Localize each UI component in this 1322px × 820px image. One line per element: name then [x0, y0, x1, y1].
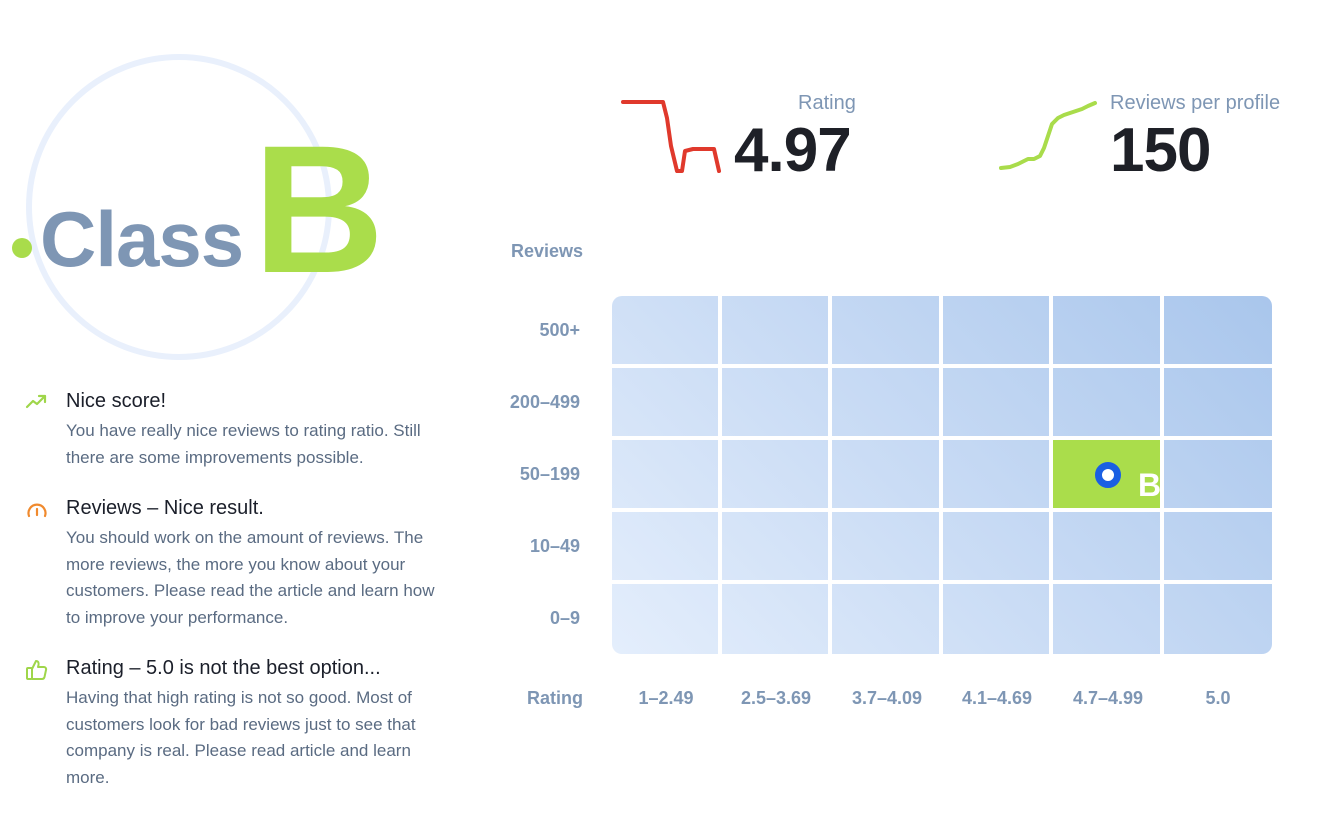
x-axis-title: Rating: [527, 688, 583, 708]
class-ring: [26, 54, 332, 360]
feedback-item-reviews: Reviews – Nice result. You should work o…: [24, 497, 444, 627]
column-label: 1–2.49: [638, 688, 694, 708]
row-label: 500+: [539, 320, 580, 340]
feedback-body: You should work on the amount of reviews…: [66, 528, 435, 627]
rating-sparkline: [621, 100, 721, 173]
grid-divider: [718, 296, 722, 654]
grid-divider: [1049, 296, 1053, 654]
feedback-item-score: Nice score! You have really nice reviews…: [24, 390, 444, 470]
y-axis-title: Reviews: [511, 241, 584, 261]
current-position-marker: [1095, 462, 1121, 488]
column-label: 5.0: [1205, 688, 1231, 708]
feedback-title: Rating – 5.0 is not the best option...: [66, 657, 381, 679]
rating-label: Rating: [798, 92, 856, 114]
grid-divider: [612, 580, 1272, 584]
grid-divider: [612, 508, 1272, 512]
highlighted-cell-grade: B: [1138, 467, 1162, 503]
reviews-per-profile-label: Reviews per profile: [1110, 92, 1281, 114]
reviews-sparkline: [999, 101, 1097, 170]
grid-divider: [612, 436, 1272, 440]
feedback-title: Reviews – Nice result.: [66, 497, 264, 519]
class-grade: B: [253, 107, 384, 311]
rating-review-matrix: B: [612, 296, 1272, 654]
feedback-title: Nice score!: [66, 390, 167, 412]
rating-value: 4.97: [734, 116, 852, 185]
grid-divider: [828, 296, 832, 654]
column-label: 2.5–3.69: [740, 688, 812, 708]
feedback-item-rating: Rating – 5.0 is not the best option... H…: [24, 657, 444, 787]
row-label: 50–199: [519, 464, 580, 484]
feedback-body: You have really nice reviews to rating r…: [66, 421, 421, 467]
column-label: 4.1–4.69: [961, 688, 1033, 708]
row-label: 10–49: [529, 536, 580, 556]
grid-divider: [1160, 296, 1164, 654]
gauge-icon: [24, 497, 50, 523]
column-label: 3.7–4.09: [851, 688, 923, 708]
feedback-body: Having that high rating is not so good. …: [66, 688, 416, 787]
trending-up-icon: [24, 390, 50, 416]
column-label: 4.7–4.99: [1072, 688, 1144, 708]
class-dot: [12, 238, 32, 258]
reviews-per-profile-value: 150: [1110, 116, 1211, 185]
thumbs-up-icon: [24, 657, 50, 683]
class-word: Class: [40, 195, 244, 283]
row-label: 200–499: [509, 392, 580, 412]
grid-divider: [939, 296, 943, 654]
grid-divider: [612, 364, 1272, 368]
row-label: 0–9: [549, 608, 580, 628]
